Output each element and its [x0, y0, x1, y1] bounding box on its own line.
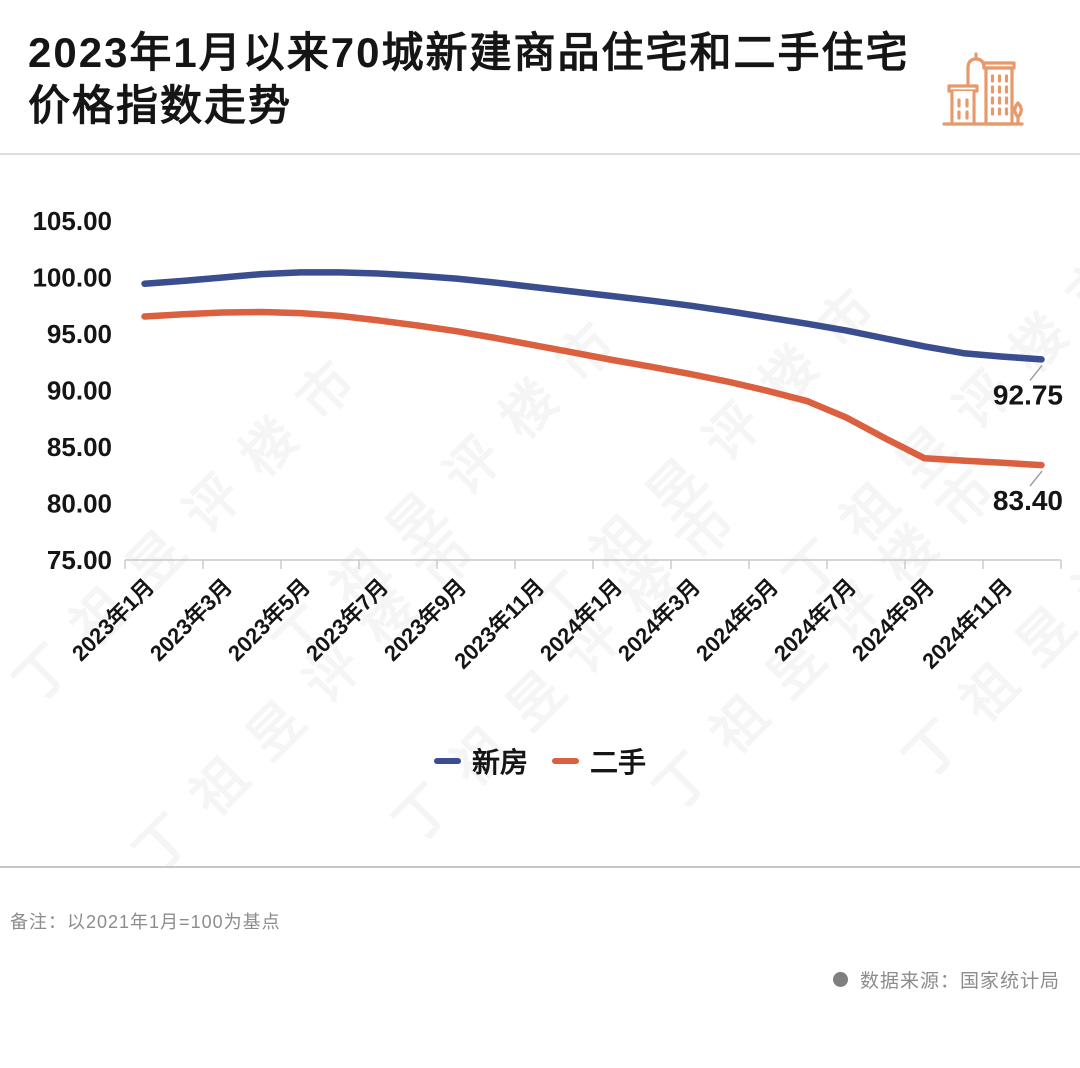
page-title: 2023年1月以来70城新建商品住宅和二手住宅 价格指数走势 [28, 26, 928, 132]
page-title-line2: 价格指数走势 [28, 82, 293, 129]
dot-icon [832, 972, 848, 987]
legend-item-secondhand: 二手 [552, 741, 646, 781]
x-axis-label: 2024年3月 [613, 574, 705, 666]
legend-swatch-secondhand [552, 758, 579, 764]
label-leader-line [1029, 364, 1043, 381]
price-index-chart: 丁祖昱评楼市 丁祖昱评楼市 丁祖昱评楼市 丁祖昱评楼市 丁祖昱评楼市 丁祖昱评楼… [0, 180, 1080, 884]
x-axis-label: 2024年7月 [769, 574, 861, 666]
page-title-line1: 2023年1月以来70城新建商品住宅和二手住宅 [28, 29, 910, 76]
data-source-text: 数据来源：国家统计局 [859, 971, 1060, 992]
tree-leaf [1013, 101, 1023, 119]
legend-label-secondhand: 二手 [590, 747, 647, 778]
series-line-新房 [141, 269, 1045, 363]
chart-legend: 新房 二手 [0, 742, 1080, 780]
right-building-windows [990, 74, 1009, 116]
data-source: 数据来源：国家统计局 [832, 966, 1060, 993]
y-axis-label: 95.00 [47, 319, 112, 349]
buildings-icon-svg [942, 52, 1024, 126]
left-building-fill [953, 91, 973, 124]
x-axis-label: 2023年3月 [145, 574, 237, 666]
chart-svg: 105.00100.0095.0090.0085.0080.0075.00202… [32, 206, 1063, 674]
legend-swatch-new-homes [433, 758, 461, 764]
y-axis-label: 75.00 [47, 545, 112, 575]
data-label: 83.40 [993, 485, 1063, 516]
x-axis-label: 2023年7月 [301, 574, 393, 666]
x-axis-label: 2023年1月 [67, 574, 159, 666]
title-divider [0, 153, 1080, 155]
y-axis-label: 85.00 [47, 432, 112, 462]
legend-item-new-homes: 新房 [433, 741, 528, 781]
data-label: 92.75 [993, 379, 1063, 410]
note-text: 备注：以2021年1月=100为基点 [10, 912, 281, 932]
legend-label-new-homes: 新房 [471, 747, 528, 778]
label-leader-line [1029, 470, 1043, 487]
left-building-windows [957, 98, 969, 120]
y-axis-label: 100.00 [32, 263, 112, 293]
x-axis-label: 2023年5月 [223, 574, 315, 666]
x-axis-label: 2024年1月 [535, 574, 627, 666]
y-axis-label: 80.00 [47, 489, 112, 519]
left-building-walls [950, 89, 976, 126]
series-line-二手 [141, 308, 1045, 469]
footer-divider [0, 866, 1080, 868]
buildings-icon [938, 50, 1026, 138]
y-axis-label: 90.00 [47, 376, 112, 406]
x-axis-label: 2024年5月 [691, 574, 783, 666]
y-axis-label: 105.00 [32, 206, 112, 236]
